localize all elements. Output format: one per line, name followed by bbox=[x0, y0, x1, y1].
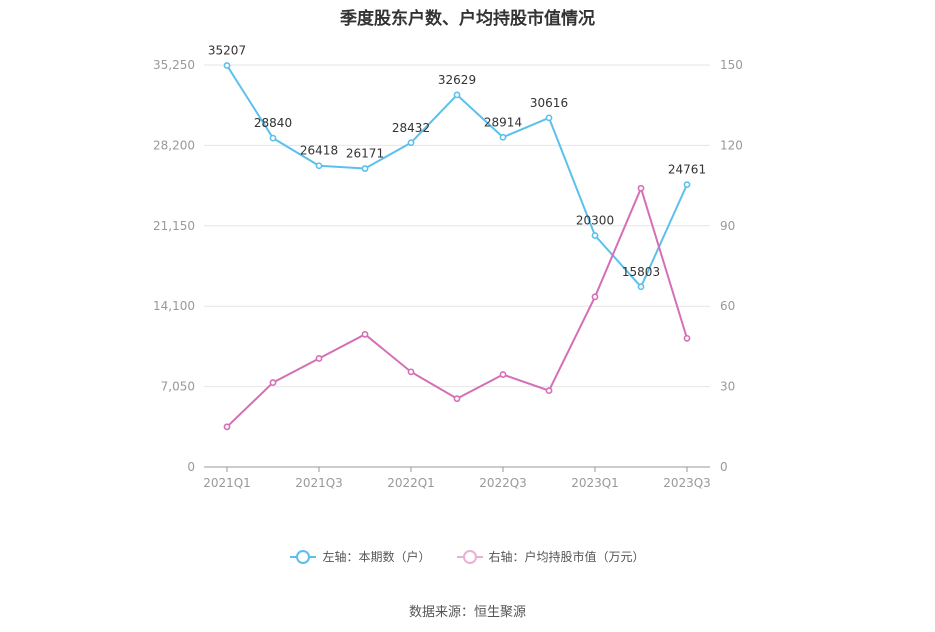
left-tick-label: 7,050 bbox=[161, 380, 195, 394]
data-point-left bbox=[499, 133, 507, 141]
data-point-right bbox=[453, 395, 461, 403]
data-point-right bbox=[223, 423, 231, 431]
series-line-left bbox=[226, 64, 688, 289]
data-point-left bbox=[637, 283, 645, 291]
legend-label-left: 左轴：本期数（户） bbox=[322, 550, 431, 564]
series-layer bbox=[223, 62, 691, 431]
data-point-right bbox=[591, 293, 599, 301]
x-tick-label: 2021Q1 bbox=[203, 476, 251, 490]
data-point-right bbox=[407, 368, 415, 376]
x-tick-label: 2023Q3 bbox=[663, 476, 711, 490]
right-tick-label: 30 bbox=[720, 380, 735, 394]
data-label: 20300 bbox=[576, 213, 614, 227]
left-tick-label: 28,200 bbox=[153, 138, 195, 152]
data-label: 24761 bbox=[668, 163, 706, 177]
right-tick-label: 150 bbox=[720, 58, 743, 72]
data-point-right bbox=[361, 330, 369, 338]
x-tick-label: 2022Q1 bbox=[387, 476, 435, 490]
right-tick-label: 90 bbox=[720, 219, 735, 233]
x-tick-label: 2021Q3 bbox=[295, 476, 343, 490]
data-point-left bbox=[223, 62, 231, 69]
right-tick-label: 120 bbox=[720, 138, 743, 152]
left-tick-label: 0 bbox=[187, 460, 195, 474]
right-tick-label: 60 bbox=[720, 299, 735, 313]
legend-item-left-series[interactable]: 左轴：本期数（户） bbox=[290, 548, 431, 565]
data-point-left bbox=[361, 165, 369, 172]
data-label: 15803 bbox=[622, 265, 660, 279]
left-tick-label: 21,150 bbox=[153, 219, 195, 233]
data-label: 26418 bbox=[300, 144, 338, 158]
chart-title: 季度股东户数、户均持股市值情况 bbox=[340, 9, 595, 29]
source-note: 数据来源：恒生聚源 bbox=[408, 605, 526, 620]
data-label: 32629 bbox=[438, 73, 476, 87]
legend-label-right: 右轴：户均持股市值（万元） bbox=[488, 550, 645, 564]
data-point-left bbox=[407, 139, 415, 147]
data-point-left bbox=[683, 181, 691, 189]
data-point-left bbox=[269, 134, 277, 142]
series-line-right bbox=[226, 185, 688, 428]
data-point-right bbox=[499, 371, 507, 378]
data-label: 28840 bbox=[254, 116, 292, 130]
data-label: 28432 bbox=[392, 121, 430, 135]
data-point-left bbox=[591, 232, 599, 239]
data-point-right bbox=[269, 379, 277, 386]
x-tick-label: 2023Q1 bbox=[571, 476, 619, 490]
data-label: 26171 bbox=[346, 147, 384, 161]
left-tick-label: 35,250 bbox=[153, 58, 195, 72]
data-point-left bbox=[315, 162, 323, 170]
chart-area: 0 7,050 14,100 21,150 28,200 35,250 0 30 60 90 120… bbox=[153, 43, 743, 490]
legend-swatch-left bbox=[290, 549, 317, 564]
x-tick-label: 2022Q3 bbox=[479, 476, 527, 490]
legend-item-right-series[interactable]: 右轴：户均持股市值（万元） bbox=[456, 548, 645, 565]
legend-swatch-right bbox=[456, 549, 483, 564]
axes: 0 7,050 14,100 21,150 28,200 35,250 0 30 60 90 120… bbox=[153, 58, 743, 490]
data-point-right bbox=[637, 184, 645, 192]
data-label: 30616 bbox=[530, 96, 568, 110]
left-tick-label: 14,100 bbox=[153, 299, 195, 313]
data-label: 35207 bbox=[208, 43, 246, 57]
data-point-right bbox=[683, 334, 691, 342]
data-point-right bbox=[545, 387, 553, 395]
data-point-left bbox=[545, 114, 553, 122]
legend: 左轴：本期数（户） 右轴：户均持股市值（万元） bbox=[0, 548, 935, 565]
data-labels: 35207 28840 26418 26171 28432 32629 28914 30616… bbox=[208, 43, 706, 278]
data-point-right bbox=[315, 355, 323, 362]
grid-lines bbox=[204, 64, 710, 388]
data-point-left bbox=[453, 91, 461, 99]
right-tick-label: 0 bbox=[720, 460, 728, 474]
data-label: 28914 bbox=[484, 115, 522, 129]
